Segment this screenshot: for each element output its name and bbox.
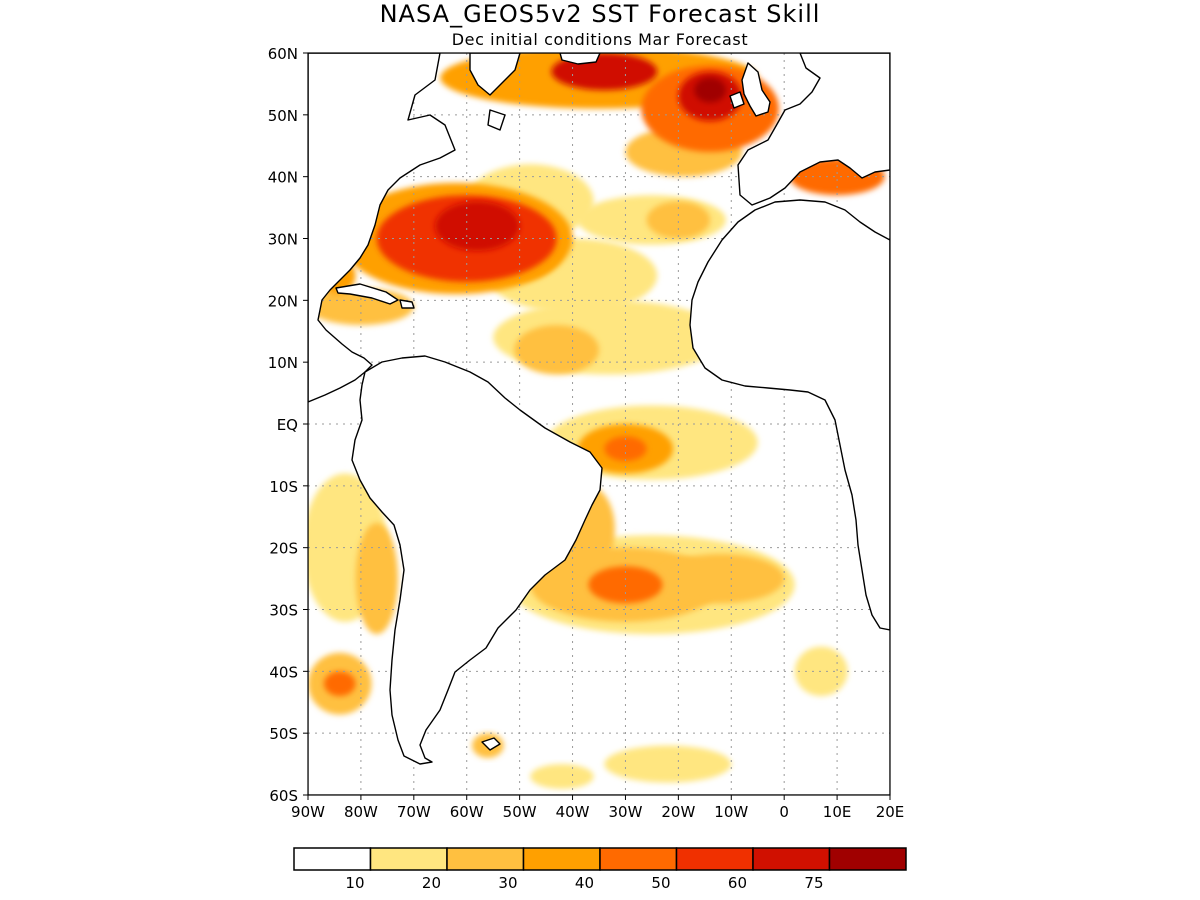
skill-region-17 (355, 522, 398, 635)
skill-region-26 (604, 436, 647, 462)
falkland-islands (481, 737, 501, 751)
colorbar-swatch (599, 847, 678, 871)
colorbar-label: 10 (345, 874, 364, 892)
colorbar-label: 30 (498, 874, 517, 892)
lon-tick-label: 90W (291, 803, 325, 821)
skill-region-8 (530, 764, 594, 789)
lat-tick-label: 40S (269, 663, 298, 681)
europe-land (737, 53, 890, 206)
lat-tick-label: 30S (269, 602, 298, 620)
caribbean-islands (335, 283, 415, 309)
lat-tick-label: 10S (269, 478, 298, 496)
colorbar-label: 20 (422, 874, 441, 892)
colorbar-label: 75 (804, 874, 823, 892)
colorbar-swatch (752, 847, 831, 871)
lon-tick-label: 10E (823, 803, 852, 821)
colorbar-swatch (828, 847, 907, 871)
lon-tick-label: 60W (450, 803, 484, 821)
lat-tick-label: 40N (268, 169, 298, 187)
north-america-islands (469, 53, 521, 131)
colorbar-swatch (293, 847, 372, 871)
lat-tick-label: EQ (277, 416, 298, 434)
latitude-labels: 60N 50N 40N 30N 20N 10N EQ 10S 20S 30S 40S 50S 60S (268, 45, 308, 805)
skill-region-11 (646, 201, 711, 239)
great-britain-land (729, 62, 771, 117)
lon-tick-label: 40W (556, 803, 590, 821)
skill-region-9 (794, 646, 848, 697)
lat-tick-label: 20N (268, 292, 298, 310)
colorbar: 10 20 30 40 50 60 75 (293, 847, 907, 892)
skill-field (308, 53, 885, 789)
lat-tick-label: 50N (268, 107, 298, 125)
map-title: NASA_GEOS5v2 SST Forecast Skill (380, 0, 821, 28)
skill-region-33 (434, 201, 520, 251)
colorbar-label: 40 (575, 874, 594, 892)
lat-tick-label: 30N (268, 231, 298, 249)
skill-region-12 (514, 325, 599, 375)
colorbar-swatch (369, 847, 448, 871)
map-subtitle: Dec initial conditions Mar Forecast (452, 30, 749, 49)
colorbar-swatch (446, 847, 525, 871)
lat-tick-label: 60N (268, 45, 298, 63)
lon-tick-label: 20E (876, 803, 905, 821)
longitude-labels: 90W 80W 70W 60W 50W 40W 30W 20W 10W 0 10E 20E (291, 795, 904, 821)
lon-tick-label: 0 (779, 803, 789, 821)
skill-region-7 (604, 745, 732, 783)
colorbar-swatch (675, 847, 754, 871)
lon-tick-label: 50W (503, 803, 537, 821)
colorbar-swatch (522, 847, 601, 871)
skill-region-15 (657, 553, 785, 604)
lon-tick-label: 10W (714, 803, 748, 821)
lon-tick-label: 70W (397, 803, 431, 821)
lat-tick-label: 10N (268, 354, 298, 372)
skill-region-28 (323, 671, 356, 697)
lat-tick-label: 60S (269, 787, 298, 805)
lon-tick-label: 20W (661, 803, 695, 821)
lat-tick-label: 50S (269, 725, 298, 743)
lon-tick-label: 30W (608, 803, 642, 821)
colorbar-label: 50 (651, 874, 670, 892)
lon-tick-label: 80W (344, 803, 378, 821)
skill-region-34 (694, 77, 726, 103)
africa-land (689, 199, 890, 631)
skill-region-27 (588, 566, 663, 604)
south-america-land (351, 355, 603, 765)
greenland-iceland-land (559, 53, 601, 65)
lat-tick-label: 20S (269, 540, 298, 558)
colorbar-label: 60 (728, 874, 747, 892)
